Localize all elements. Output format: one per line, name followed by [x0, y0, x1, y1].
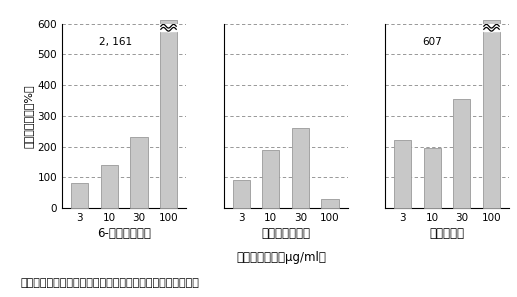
Bar: [160, 20, 177, 208]
Text: 2, 161: 2, 161: [99, 37, 132, 47]
Bar: [292, 128, 309, 208]
Bar: [101, 165, 118, 208]
X-axis label: ショウガオール: ショウガオール: [261, 227, 310, 240]
Bar: [322, 199, 339, 208]
X-axis label: ジンゲロン: ジンゲロン: [430, 227, 465, 240]
Bar: [453, 99, 470, 208]
Bar: [233, 180, 250, 208]
Bar: [424, 148, 441, 208]
Bar: [160, 21, 177, 31]
Bar: [394, 140, 412, 208]
Bar: [130, 137, 147, 208]
X-axis label: 6-ジンゲロール: 6-ジンゲロール: [97, 227, 151, 240]
Bar: [483, 21, 500, 31]
Text: 607: 607: [422, 37, 442, 47]
Bar: [262, 150, 279, 208]
Bar: [71, 183, 88, 208]
Text: 図１　ショウガ成分による前駆脂肪細胞の脂肪細胞分化促進: 図１ ショウガ成分による前駆脂肪細胞の脂肪細胞分化促進: [21, 278, 200, 288]
Bar: [483, 20, 500, 208]
Y-axis label: 分化（対照群の%）: 分化（対照群の%）: [23, 84, 34, 148]
Text: サンプル濃度（μg/ml）: サンプル濃度（μg/ml）: [237, 251, 327, 264]
